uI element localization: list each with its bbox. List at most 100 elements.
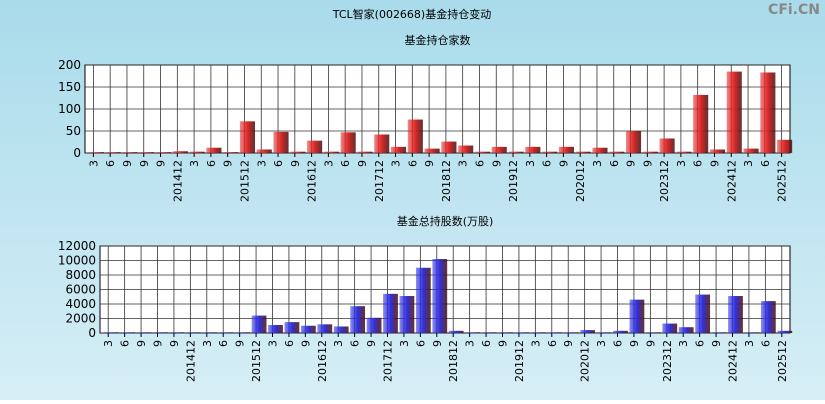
x-tick-label: 3: [188, 160, 201, 167]
y-tick-label: 200: [58, 58, 81, 72]
bar: [300, 325, 316, 333]
bar: [508, 151, 524, 153]
page-title: TCL智家(002668)基金持仓变动: [332, 7, 491, 21]
bar: [333, 326, 349, 333]
bar: [777, 139, 793, 153]
x-tick-label: 6: [349, 340, 362, 347]
x-tick-label: 202512: [776, 160, 789, 202]
bar: [415, 267, 431, 333]
bar: [136, 332, 152, 333]
x-tick-label: 3: [398, 340, 411, 347]
x-tick-label: 201912: [507, 160, 520, 202]
bar: [676, 151, 692, 153]
bar: [340, 132, 356, 153]
bar: [284, 322, 300, 333]
x-tick-label: 201412: [171, 160, 184, 202]
bar: [407, 119, 423, 153]
x-tick-label: 3: [390, 160, 403, 167]
x-tick-label: 9: [168, 340, 181, 347]
x-tick-label: 201512: [238, 160, 251, 202]
bar: [760, 301, 776, 333]
x-tick-label: 3: [675, 160, 688, 167]
x-tick-label: 9: [641, 160, 654, 167]
x-tick-label: 6: [217, 340, 230, 347]
bar: [239, 121, 256, 153]
y-tick-label: 12000: [58, 239, 96, 253]
x-tick-label: 3: [255, 160, 268, 167]
bar: [491, 146, 507, 153]
x-tick-label: 202412: [725, 160, 738, 202]
bar: [530, 332, 546, 333]
bar: [558, 146, 574, 153]
bar: [711, 332, 727, 333]
bar: [662, 323, 678, 333]
x-tick-label: 9: [644, 340, 657, 347]
x-tick-label: 6: [119, 340, 132, 347]
bar: [629, 299, 645, 333]
x-tick-label: 6: [612, 340, 625, 347]
bar: [580, 330, 596, 333]
bar: [726, 71, 742, 153]
bar: [202, 332, 218, 333]
x-tick-label: 201612: [316, 340, 329, 382]
chart-title: 基金总持股数(万股): [397, 214, 494, 228]
y-tick-label: 2000: [65, 312, 96, 326]
bar: [390, 146, 407, 153]
bar: [542, 151, 558, 153]
x-tick-label: 3: [529, 340, 542, 347]
bar: [122, 152, 138, 153]
bar: [172, 151, 188, 153]
x-tick-label: 9: [121, 160, 134, 167]
bar: [155, 152, 172, 153]
x-tick-label: 9: [222, 160, 235, 167]
x-tick-label: 202512: [776, 340, 789, 382]
bar: [383, 293, 398, 333]
x-tick-label: 6: [205, 160, 218, 167]
x-tick-label: 9: [628, 340, 641, 347]
x-tick-label: 3: [332, 340, 345, 347]
x-tick-label: 6: [104, 160, 117, 167]
bar: [645, 332, 661, 333]
x-tick-label: 9: [289, 160, 302, 167]
bar: [169, 332, 185, 333]
bar: [206, 147, 222, 153]
x-tick-label: 201712: [382, 340, 395, 382]
x-tick-label: 9: [562, 340, 575, 347]
bar: [625, 131, 642, 153]
bar: [525, 146, 541, 153]
bar: [366, 317, 382, 333]
x-tick-label: 201712: [373, 160, 386, 202]
bar: [498, 332, 513, 333]
bar: [105, 152, 121, 153]
bar: [728, 296, 743, 333]
bar: [693, 94, 709, 153]
x-tick-label: 6: [541, 160, 554, 167]
bar: [350, 306, 366, 333]
bar: [120, 332, 136, 333]
bar: [323, 151, 339, 153]
bar: [273, 131, 289, 153]
bar: [609, 151, 625, 153]
x-tick-label: 9: [299, 340, 312, 347]
bar: [432, 259, 448, 333]
bar: [441, 141, 457, 153]
bar: [153, 332, 168, 333]
bar: [743, 148, 759, 153]
bar: [256, 149, 272, 153]
watermark: CFi.CN: [768, 2, 820, 18]
bar: [218, 332, 234, 333]
x-tick-label: 6: [694, 340, 707, 347]
x-tick-label: 6: [283, 340, 296, 347]
y-tick-label: 8000: [65, 268, 96, 282]
bar: [424, 148, 440, 153]
x-tick-label: 6: [473, 160, 486, 167]
chart-title: 基金持仓家数: [405, 33, 471, 47]
y-tick-label: 100: [58, 102, 81, 116]
bar: [695, 294, 711, 333]
x-tick-label: 6: [406, 160, 419, 167]
x-tick-label: 3: [677, 340, 690, 347]
x-tick-label: 3: [201, 340, 214, 347]
x-tick-label: 9: [423, 160, 436, 167]
bar: [575, 151, 591, 153]
